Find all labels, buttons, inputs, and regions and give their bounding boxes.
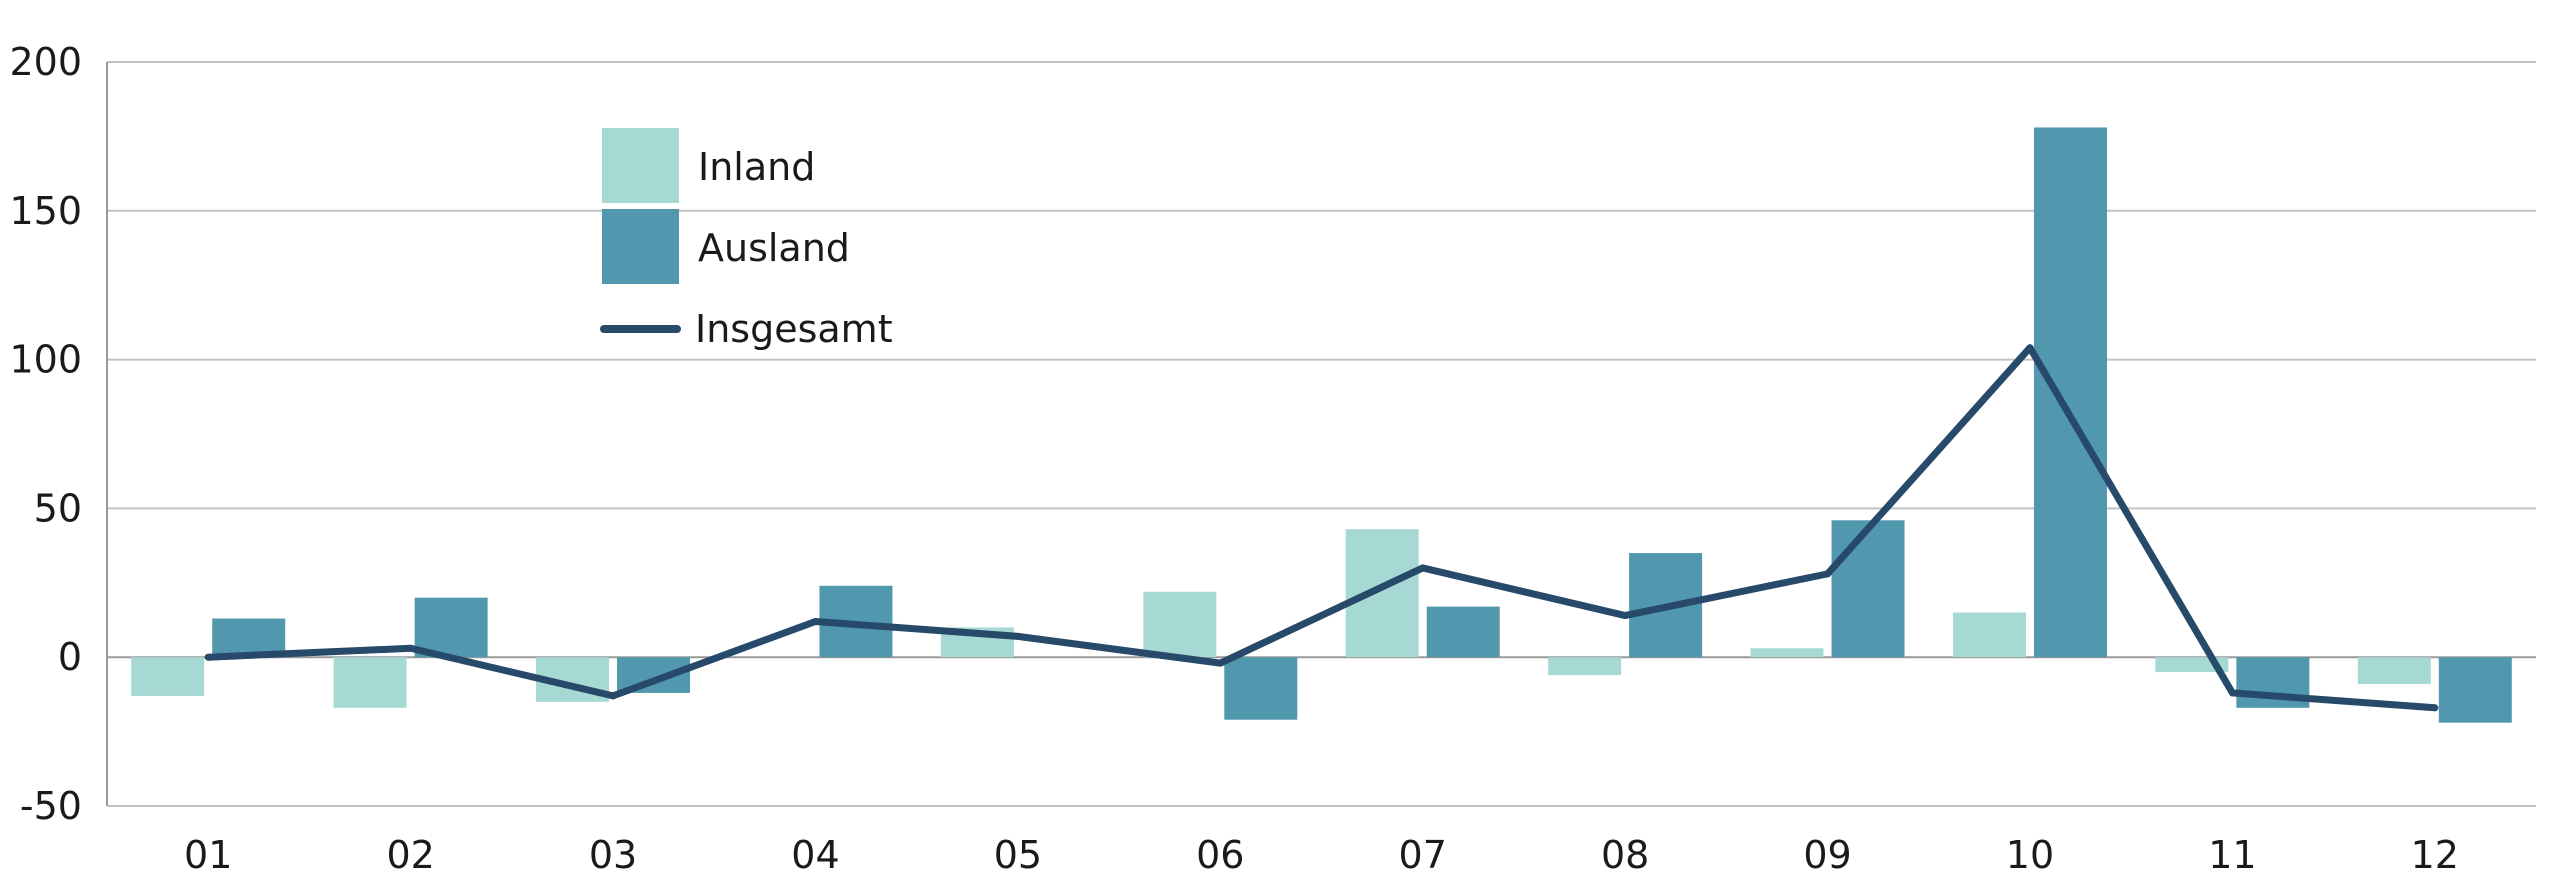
x-tick-label-12: 12: [2411, 833, 2459, 877]
bar-inland-12: [2357, 657, 2431, 684]
y-tick-label--50: -50: [20, 784, 82, 828]
legend-label-ausland: Ausland: [698, 226, 850, 270]
line-point-insgesamt-04: [811, 617, 819, 625]
x-tick-label-01: 01: [184, 833, 232, 877]
line-point-insgesamt-05: [1014, 632, 1022, 640]
line-point-insgesamt-06: [1216, 659, 1224, 667]
x-tick-label-10: 10: [2006, 833, 2054, 877]
y-axis-ticks: -50 0 50 100 150 200: [9, 40, 82, 828]
x-tick-label-07: 07: [1399, 833, 1447, 877]
bar-inland-01: [131, 657, 205, 696]
x-tick-label-08: 08: [1601, 833, 1649, 877]
y-tick-label-200: 200: [9, 40, 82, 84]
line-insgesamt: [204, 344, 2439, 712]
legend-label-inland: Inland: [698, 145, 815, 189]
y-tick-label-100: 100: [9, 338, 82, 382]
bar-ausland-07: [1426, 606, 1500, 658]
line-point-insgesamt-08: [1621, 612, 1629, 620]
legend-swatch-ausland: [602, 209, 679, 284]
bar-ausland-01: [212, 618, 286, 658]
x-tick-label-02: 02: [386, 833, 434, 877]
y-tick-label-50: 50: [34, 486, 82, 530]
bar-ausland-02: [414, 597, 488, 658]
bar-inland-02: [333, 657, 407, 708]
bar-inland-10: [1952, 612, 2026, 658]
x-tick-label-06: 06: [1196, 833, 1244, 877]
legend: Inland Ausland Insgesamt: [600, 128, 893, 351]
bar-ausland-09: [1831, 520, 1905, 658]
line-point-insgesamt-03: [609, 692, 617, 700]
line-point-insgesamt-10: [2026, 344, 2034, 352]
line-point-insgesamt-09: [1824, 570, 1832, 578]
line-layer: [204, 344, 2439, 712]
grid: [106, 61, 2536, 807]
bar-inland-08: [1548, 657, 1622, 676]
x-tick-label-04: 04: [791, 833, 839, 877]
x-axis-ticks: 01 02 03 04 05 06 07 08 09 10 11 12: [184, 833, 2459, 877]
bar-inland-09: [1750, 648, 1824, 658]
legend-swatch-inland: [602, 128, 679, 203]
x-tick-label-09: 09: [1803, 833, 1851, 877]
bar-ausland-06: [1224, 657, 1298, 720]
bar-ausland-12: [2438, 657, 2512, 723]
bar-inland-07: [1345, 529, 1419, 658]
line-point-insgesamt-11: [2228, 689, 2236, 697]
bar-ausland-10: [2033, 127, 2107, 658]
y-tick-label-0: 0: [58, 635, 82, 679]
legend-label-insgesamt: Insgesamt: [695, 307, 893, 351]
bars: [131, 127, 2512, 723]
line-point-insgesamt-07: [1419, 564, 1427, 572]
x-tick-label-11: 11: [2208, 833, 2256, 877]
line-point-insgesamt-01: [204, 653, 212, 661]
line-point-insgesamt-12: [2431, 704, 2439, 712]
line-point-insgesamt-02: [407, 644, 415, 652]
bar-inland-06: [1143, 591, 1217, 658]
x-tick-label-05: 05: [994, 833, 1042, 877]
x-tick-label-03: 03: [589, 833, 637, 877]
y-tick-label-150: 150: [9, 189, 82, 233]
